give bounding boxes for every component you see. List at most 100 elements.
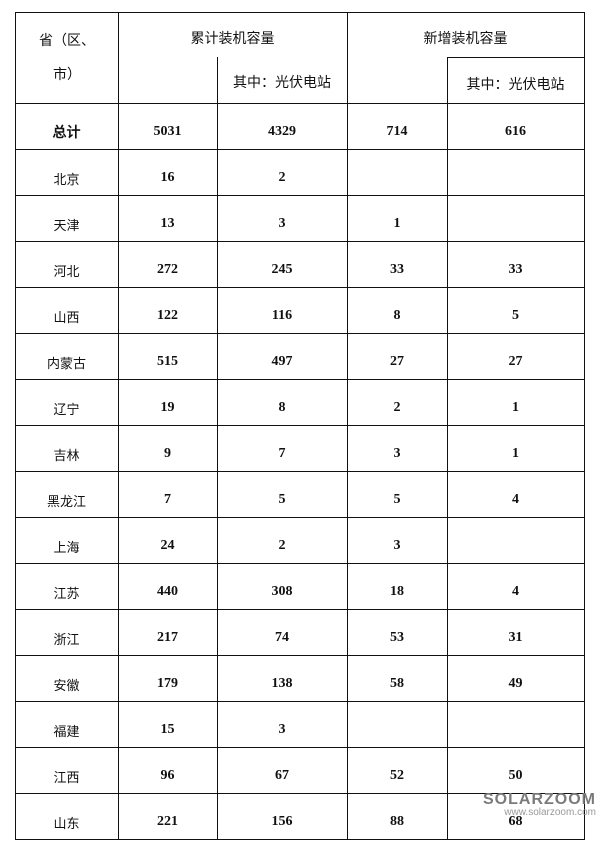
row-divider: [15, 333, 585, 334]
value-cell: 19: [160, 400, 175, 415]
region-name: 浙江: [53, 632, 80, 648]
value-cell: 53: [390, 630, 404, 645]
value-cell: 156: [271, 814, 293, 829]
solarzoom-watermark: SOLARZOOM www.solarzoom.com: [483, 791, 596, 818]
region-name: 河北: [53, 264, 80, 280]
value-cell: 15: [160, 722, 175, 737]
header-region: 省（区、市）: [39, 33, 95, 83]
row-divider: [15, 471, 585, 472]
value-cell: 5031: [153, 124, 182, 139]
value-cell: 96: [160, 768, 175, 783]
value-cell: 3: [278, 722, 286, 737]
value-cell: 122: [157, 308, 178, 323]
row-divider: [15, 839, 585, 840]
value-cell: [447, 523, 584, 569]
row-divider: [15, 701, 585, 702]
header-cumulative: 累计装机容量: [190, 31, 275, 47]
row-divider: [15, 103, 585, 104]
value-cell: 308: [271, 584, 293, 599]
region-name: 上海: [53, 540, 80, 556]
value-cell: 3: [393, 538, 401, 553]
value-cell: 3: [393, 446, 401, 461]
value-cell: 116: [271, 308, 293, 323]
value-cell: 1: [512, 400, 519, 415]
region-name: 江苏: [53, 586, 80, 602]
value-cell: 1: [393, 216, 401, 231]
value-cell: 4329: [268, 124, 296, 139]
value-cell: 31: [508, 630, 523, 645]
row-divider: [15, 609, 585, 610]
value-cell: 67: [275, 768, 289, 783]
row-divider: [15, 793, 585, 794]
row-divider: [15, 241, 585, 242]
row-divider: [15, 517, 585, 518]
value-cell: 33: [508, 262, 523, 277]
value-cell: 4: [512, 584, 519, 599]
value-cell: 1: [512, 446, 519, 461]
header-new-pv: 其中：光伏电站: [466, 76, 565, 93]
value-cell: 7: [278, 446, 286, 461]
value-cell: 2: [393, 400, 401, 415]
value-cell: 3: [278, 216, 286, 231]
value-cell: 27: [390, 354, 404, 369]
value-cell: 221: [157, 814, 178, 829]
header-subdivider: [447, 57, 584, 58]
value-cell: 245: [271, 262, 293, 277]
region-name: 山东: [53, 816, 80, 832]
value-cell: 74: [275, 630, 289, 645]
value-cell: [447, 707, 584, 753]
table-border-top: [15, 12, 585, 13]
row-divider: [15, 379, 585, 380]
value-cell: 33: [390, 262, 404, 277]
value-cell: 616: [505, 124, 526, 139]
region-name: 内蒙古: [46, 356, 86, 372]
value-cell: 13: [160, 216, 175, 231]
value-cell: 8: [393, 308, 401, 323]
value-cell: 714: [386, 124, 408, 139]
value-cell: [347, 155, 447, 201]
value-cell: 18: [390, 584, 404, 599]
value-cell: 2: [278, 170, 286, 185]
region-name: 安徽: [53, 678, 80, 694]
value-cell: 52: [390, 768, 404, 783]
region-name: 山西: [53, 310, 80, 326]
row-divider: [15, 149, 585, 150]
value-cell: 58: [390, 676, 404, 691]
region-name: 辽宁: [53, 402, 80, 418]
value-cell: 5: [278, 492, 286, 507]
value-cell: 5: [393, 492, 401, 507]
value-cell: 138: [271, 676, 293, 691]
value-cell: 16: [160, 170, 175, 185]
region-name: 天津: [53, 218, 80, 234]
value-cell: 497: [271, 354, 293, 369]
row-divider: [15, 425, 585, 426]
header-new: 新增装机容量: [423, 31, 508, 47]
value-cell: 9: [164, 446, 171, 461]
value-cell: 68: [508, 814, 523, 829]
region-name: 北京: [53, 172, 80, 188]
value-cell: 217: [157, 630, 178, 645]
region-name: 吉林: [53, 448, 80, 464]
value-cell: 7: [164, 492, 171, 507]
value-cell: 515: [157, 354, 178, 369]
value-cell: 50: [508, 768, 523, 783]
row-divider: [15, 195, 585, 196]
value-cell: 4: [512, 492, 519, 507]
value-cell: 440: [157, 584, 178, 599]
value-cell: 8: [278, 400, 286, 415]
region-name: 福建: [53, 724, 80, 740]
value-cell: [447, 155, 584, 201]
region-name: 江西: [53, 770, 80, 786]
row-divider: [15, 287, 585, 288]
row-divider: [15, 747, 585, 748]
column-divider: [217, 57, 218, 839]
value-cell: 49: [508, 676, 523, 691]
region-name: 黑龙江: [46, 494, 86, 510]
value-cell: 88: [390, 814, 404, 829]
value-cell: 24: [160, 538, 175, 553]
value-cell: 5: [512, 308, 519, 323]
row-divider: [15, 563, 585, 564]
value-cell: 2: [278, 538, 286, 553]
value-cell: 272: [157, 262, 178, 277]
value-cell: 27: [508, 354, 523, 369]
